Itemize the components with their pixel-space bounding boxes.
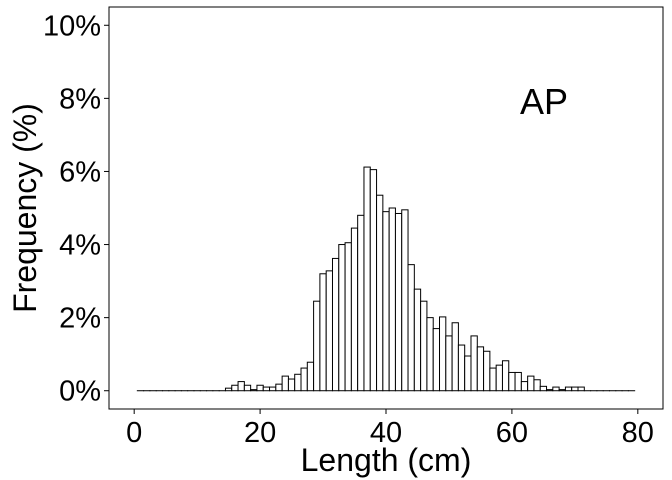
histogram-bar <box>533 379 541 392</box>
y-tick-label: 8% <box>59 83 101 115</box>
histogram-bar <box>527 375 535 392</box>
histogram-bar <box>508 371 516 392</box>
histogram-bar <box>439 316 447 392</box>
histogram-bar <box>514 371 522 392</box>
histogram-bar <box>325 270 333 392</box>
histogram-bar <box>476 346 485 392</box>
histogram-bar <box>331 257 340 392</box>
histogram-bar <box>464 355 472 392</box>
histogram-bars <box>136 166 636 392</box>
histogram-bar <box>558 389 566 392</box>
histogram-bar <box>546 389 554 392</box>
histogram-bar <box>250 389 258 392</box>
histogram-bar <box>382 211 390 392</box>
y-tick-label: 6% <box>59 156 101 188</box>
histogram-bar <box>401 209 409 392</box>
histogram-bar <box>501 360 510 392</box>
histogram-bar <box>319 273 327 392</box>
histogram-bar <box>350 227 359 392</box>
histogram-bar <box>539 385 548 392</box>
y-tick-label: 10% <box>43 10 101 42</box>
histogram-bar <box>376 194 384 392</box>
histogram-bar <box>451 322 459 392</box>
histogram-bar <box>363 166 371 392</box>
x-tick-label: 20 <box>244 417 276 449</box>
histogram-bar <box>231 384 239 392</box>
histogram-bar <box>300 367 308 392</box>
histogram-bar <box>483 350 491 392</box>
histogram-bar <box>577 386 585 392</box>
histogram-bar <box>407 264 415 392</box>
histogram-bar <box>457 344 466 392</box>
histogram-bar <box>269 386 277 392</box>
histogram-bar <box>470 335 478 392</box>
histogram-bar <box>394 212 403 392</box>
x-axis: 0 20 40 60 80 <box>126 409 654 449</box>
histogram-bar <box>426 317 434 392</box>
histogram-bar <box>432 328 441 392</box>
histogram-bar <box>564 386 573 392</box>
x-tick-label: 60 <box>496 417 528 449</box>
x-tick-label: 40 <box>370 417 402 449</box>
histogram-bar <box>344 242 352 392</box>
histogram-bar <box>338 244 346 392</box>
histogram-bar <box>445 335 453 392</box>
histogram-bar <box>275 383 283 392</box>
histogram-bar <box>552 386 560 392</box>
histogram-bar <box>237 381 245 392</box>
histogram-bar <box>369 169 378 392</box>
histogram-bar <box>294 373 302 392</box>
histogram-bar <box>287 378 296 392</box>
x-tick-label: 80 <box>622 417 654 449</box>
histogram-bar <box>313 300 321 392</box>
histogram-bar <box>281 375 289 392</box>
histogram-bar <box>489 367 497 392</box>
y-axis-title: Frequency (%) <box>7 103 43 313</box>
histogram-bar <box>388 207 396 392</box>
y-tick-label: 2% <box>59 303 101 335</box>
histogram-bar <box>224 387 233 392</box>
panel-annotation: AP <box>520 81 568 122</box>
histogram-bar <box>243 384 252 392</box>
histogram-bar <box>495 364 503 392</box>
x-tick-label: 0 <box>126 417 142 449</box>
y-axis: 0% 2% 4% 6% 8% 10% <box>43 10 109 408</box>
histogram-bar <box>413 288 422 392</box>
histogram-bar <box>256 384 264 392</box>
histogram-bar <box>420 300 428 392</box>
histogram-bar <box>306 361 315 392</box>
histogram-bar <box>520 381 529 392</box>
histogram-bar <box>262 386 271 392</box>
y-tick-label: 4% <box>59 230 101 262</box>
histogram-bar <box>357 214 365 392</box>
histogram-bar <box>571 386 579 392</box>
y-tick-label: 0% <box>59 376 101 408</box>
x-axis-title: Length (cm) <box>301 442 472 478</box>
